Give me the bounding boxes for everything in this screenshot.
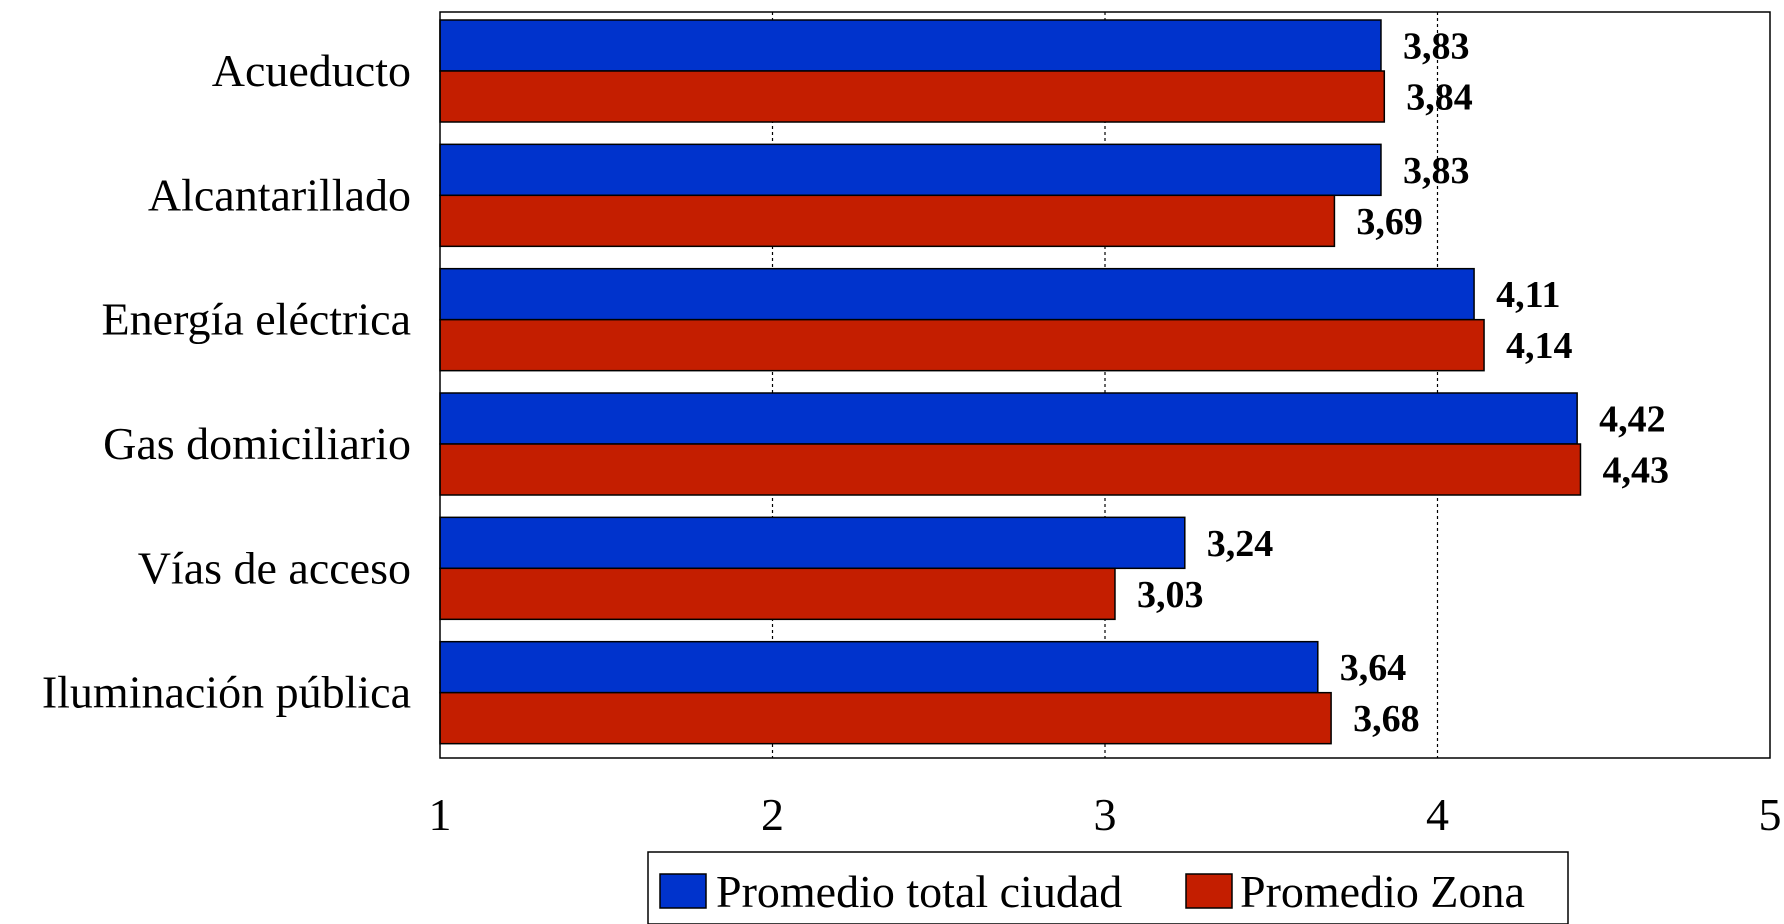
category-label: Gas domiciliario	[103, 418, 411, 469]
bar-total-ciudad	[439, 392, 1578, 445]
legend-box	[647, 851, 1569, 924]
data-label: 3,83	[1403, 26, 1470, 68]
data-label: 4,43	[1602, 450, 1669, 492]
gridlines	[771, 12, 1439, 758]
data-label: 4,14	[1506, 325, 1573, 367]
x-tick-label: 1	[429, 789, 452, 840]
legend: Promedio total ciudad Promedio Zona	[647, 851, 1569, 924]
data-label: 3,24	[1207, 523, 1274, 565]
legend-swatch	[1185, 873, 1233, 909]
x-axis-tick-labels: 1 2 3 4 5	[429, 789, 1782, 840]
data-label: 3,68	[1353, 698, 1420, 740]
legend-label: Promedio Zona	[1240, 866, 1525, 917]
bar-total-ciudad	[439, 516, 1186, 570]
bar-zona	[439, 443, 1582, 496]
category-label: Vías de acceso	[138, 542, 411, 593]
legend-swatch	[659, 873, 707, 909]
bars	[439, 19, 1582, 745]
plot-area-frame	[439, 11, 1771, 759]
data-label: 3,84	[1406, 77, 1473, 119]
category-label: Iluminación pública	[42, 667, 411, 718]
data-label: 3,03	[1137, 574, 1204, 616]
bar-total-ciudad	[439, 143, 1382, 197]
bar-total-ciudad	[439, 267, 1475, 321]
x-tick-label: 2	[761, 789, 784, 840]
bar-zona	[439, 70, 1386, 123]
bar-zona	[439, 567, 1116, 621]
category-label: Alcantarillado	[148, 169, 411, 220]
data-label: 4,11	[1496, 274, 1560, 316]
x-tick-label: 5	[1759, 789, 1782, 840]
data-labels: 3,83 3,84 3,83 3,69 4,11 4,14 4,42 4,43 3,243,03…	[1137, 26, 1669, 741]
bar-zona	[439, 318, 1485, 372]
bar-zona	[439, 691, 1332, 745]
data-label: 3,64	[1340, 647, 1407, 689]
legend-label: Promedio total ciudad	[716, 866, 1122, 917]
category-label: Energía eléctrica	[102, 294, 411, 345]
x-tick-label: 4	[1426, 789, 1449, 840]
category-label: Acueducto	[212, 45, 411, 96]
x-tick-label: 3	[1094, 789, 1117, 840]
data-label: 4,42	[1599, 399, 1666, 441]
bar-total-ciudad	[439, 19, 1382, 72]
bar-total-ciudad	[439, 640, 1319, 694]
bar-zona	[439, 194, 1336, 248]
data-label: 3,83	[1403, 150, 1470, 192]
data-label: 3,69	[1356, 201, 1423, 243]
category-labels: Acueducto Alcantarillado Energía eléctrica…	[42, 45, 411, 718]
